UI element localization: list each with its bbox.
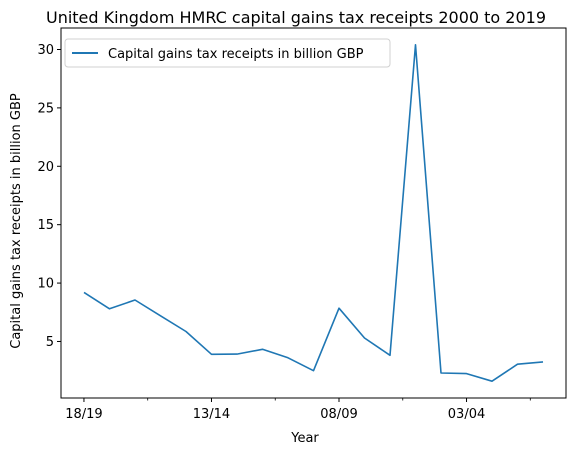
x-tick-label: 03/04: [448, 407, 485, 422]
y-tick-label: 5: [46, 335, 54, 350]
y-axis-label: Capital gains tax receipts in billion GB…: [9, 93, 24, 349]
plot-area: [61, 28, 566, 398]
x-tick-label: 08/09: [320, 407, 357, 422]
y-tick-label: 25: [37, 101, 54, 116]
y-axis: 5 10 15 20 25 30: [37, 43, 61, 350]
x-tick-label: 18/19: [65, 407, 102, 422]
x-axis-label: Year: [290, 431, 319, 446]
legend-label: Capital gains tax receipts in billion GB…: [108, 47, 364, 62]
y-tick-label: 10: [37, 277, 54, 292]
y-tick-label: 30: [37, 43, 54, 58]
y-tick-label: 15: [37, 218, 54, 233]
chart-title: United Kingdom HMRC capital gains tax re…: [46, 8, 546, 27]
x-axis: 18/19 13/14 08/09 03/04: [65, 398, 530, 422]
x-tick-label: 13/14: [193, 407, 230, 422]
y-tick-label: 20: [37, 160, 54, 175]
legend: Capital gains tax receipts in billion GB…: [65, 39, 390, 67]
